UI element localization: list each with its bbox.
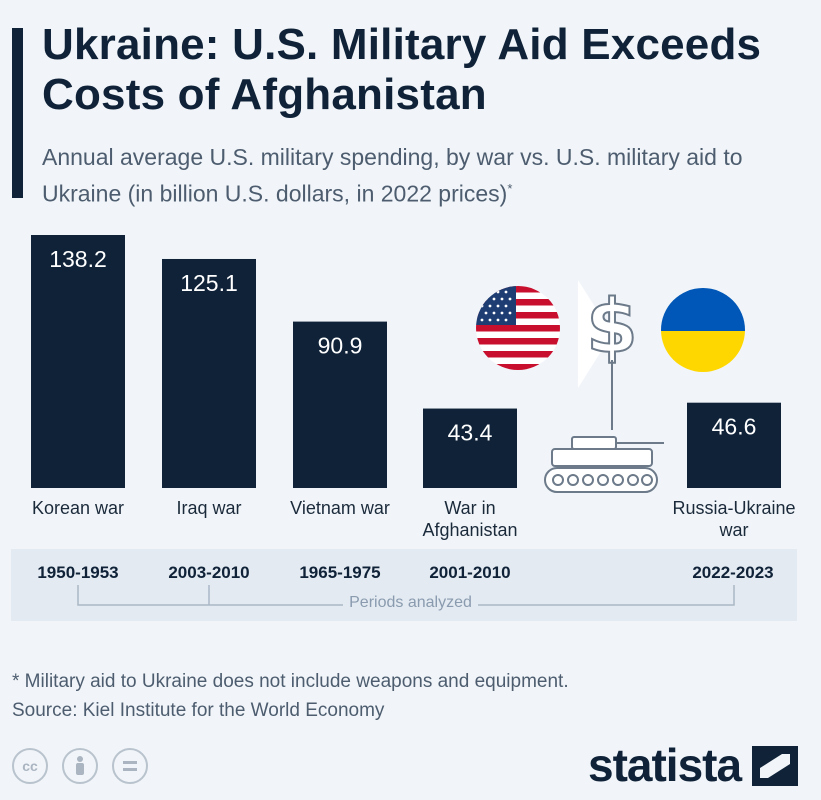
category-label-3-line-0: War in (444, 498, 495, 518)
tank-icon (544, 436, 664, 493)
period-vietnam-war: 1965-1975 (299, 563, 381, 582)
period-afghanistan-war: 2001-2010 (429, 563, 511, 582)
source-note: Source: Kiel Institute for the World Eco… (12, 700, 385, 721)
period-russia-ukraine-war: 2022-2023 (692, 563, 774, 582)
chart-subtitle: Annual average U.S. military spending, b… (42, 142, 812, 210)
category-label-3-line-1: Afghanistan (422, 520, 517, 540)
bar-1 (162, 258, 256, 488)
subtitle-footnote-mark: * (507, 181, 513, 196)
bar-4 (687, 402, 781, 488)
bar-chart: 138.2 Korean war 125.1 Iraq war 90.9 Vietnam … (31, 235, 796, 540)
bar-2 (293, 321, 387, 488)
bar-3 (423, 408, 517, 488)
cc-icon[interactable]: cc (12, 748, 48, 784)
chart-subtitle-text: Annual average U.S. military spending, b… (42, 144, 743, 207)
bar-value-label-4: 46.6 (712, 414, 757, 440)
footnote: * Military aid to Ukraine does not inclu… (12, 671, 569, 692)
bar-0 (31, 235, 125, 488)
periods-analyzed-label: Periods analyzed (0, 594, 821, 612)
category-label-4-line-0: Russia-Ukraine (672, 498, 795, 518)
bar-value-label-1: 125.1 (180, 270, 238, 296)
category-label-0: Korean war (32, 498, 124, 518)
svg-text:$: $ (586, 284, 638, 370)
period-iraq-war: 2003-2010 (168, 563, 250, 582)
bar-value-label-3: 43.4 (448, 420, 493, 446)
period-korean-war: 1950-1953 (37, 563, 119, 582)
statista-logo-icon[interactable] (752, 746, 798, 786)
category-label-2: Vietnam war (290, 498, 390, 518)
bar-value-label-2: 90.9 (318, 333, 363, 359)
bar-value-label-0: 138.2 (49, 246, 107, 272)
chart-title: Ukraine: U.S. Military Aid Exceeds Costs… (42, 20, 762, 119)
attribution-icon[interactable] (62, 748, 98, 784)
title-accent-bar (12, 28, 23, 198)
statista-logo-text[interactable]: statista (588, 739, 742, 791)
no-derivatives-icon[interactable] (112, 748, 148, 784)
category-label-1: Iraq war (176, 498, 241, 518)
dollar-sign-icon: $ (578, 280, 639, 430)
category-label-4-line-1: war (718, 520, 748, 540)
us-flag-icon (476, 286, 560, 370)
